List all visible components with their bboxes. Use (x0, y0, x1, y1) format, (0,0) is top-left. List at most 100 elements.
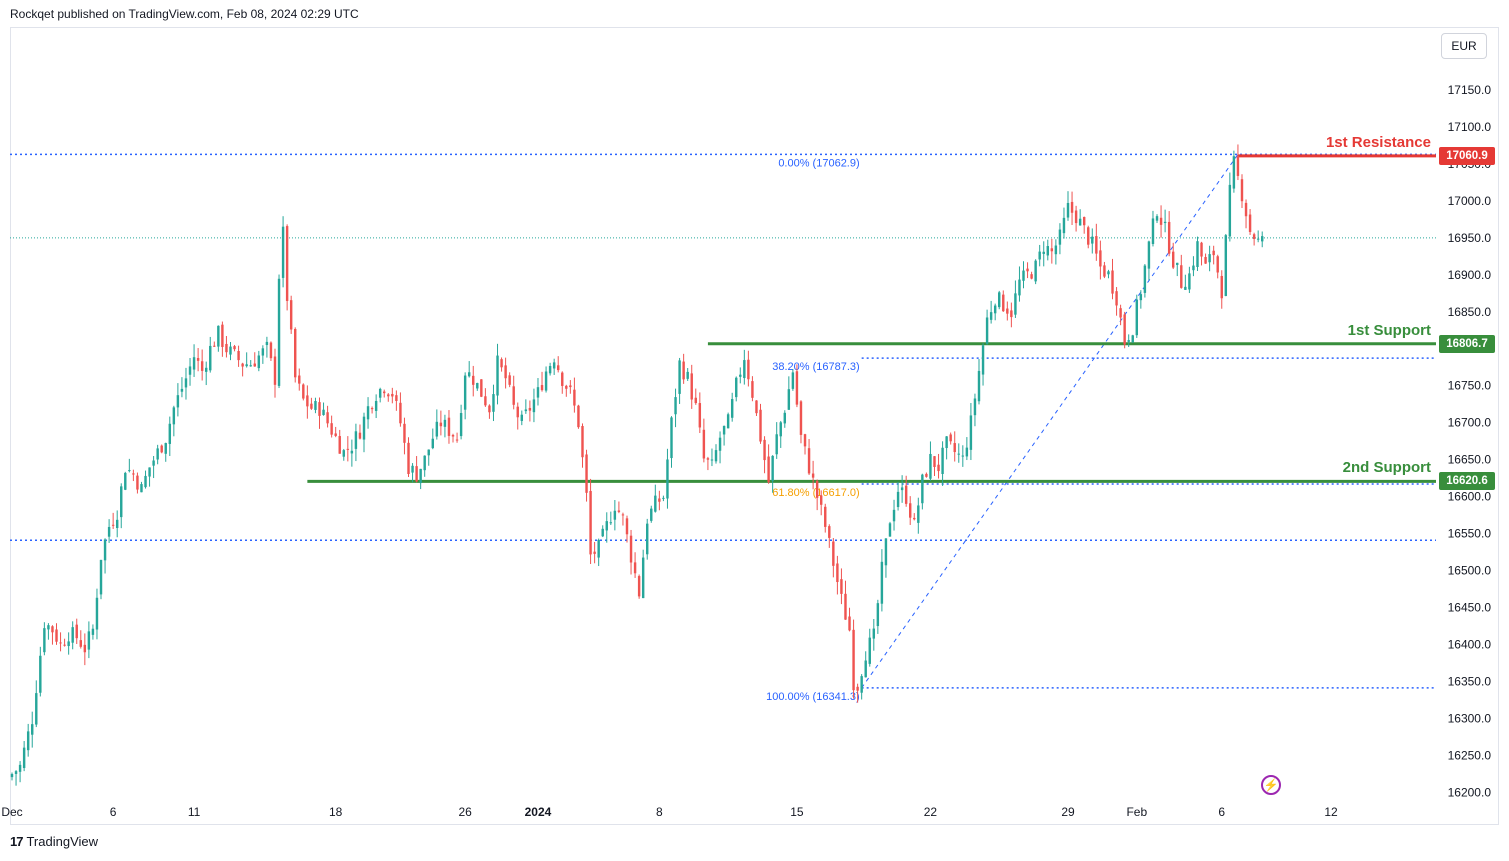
candle-body (763, 439, 766, 461)
candle-body (399, 402, 402, 424)
candle-body (184, 378, 188, 388)
candle-body (1232, 156, 1236, 189)
candle-body (1143, 265, 1147, 293)
candle-body (1155, 216, 1159, 221)
x-tick-label: 2024 (525, 805, 552, 819)
candle-body (670, 417, 673, 459)
candle-body (200, 361, 204, 371)
candle-body (856, 686, 859, 691)
y-tick-label: 17150.0 (1448, 83, 1492, 97)
support-1-price-tag: 16806.7 (1439, 334, 1495, 353)
candle-body (1066, 202, 1070, 218)
candle-body (59, 642, 62, 644)
candle-body (354, 431, 358, 449)
candle-body (273, 356, 277, 385)
candle-body (852, 629, 855, 691)
y-tick-label: 16350.0 (1448, 674, 1492, 688)
lightning-icon[interactable]: ⚡ (1261, 775, 1281, 795)
candle-body (229, 346, 232, 355)
candle-body (383, 391, 386, 394)
candle-body (819, 495, 823, 505)
candle-body (168, 423, 172, 444)
candle-body (1244, 202, 1248, 217)
currency-selector[interactable]: EUR (1441, 33, 1487, 59)
candle-body (799, 401, 803, 435)
candle-body (451, 434, 455, 437)
candle-body (512, 386, 515, 405)
candle-body (318, 402, 321, 416)
chart-frame[interactable] (10, 27, 1499, 825)
candle-body (443, 419, 447, 427)
candle-body (209, 345, 212, 371)
candle-body (439, 422, 443, 427)
support-1-label: 1st Support (1347, 321, 1431, 339)
candle-body (120, 486, 123, 518)
candle-body (565, 385, 568, 389)
candle-body (213, 345, 216, 347)
candle-body (1167, 221, 1171, 254)
candle-body (739, 374, 742, 377)
candle-body (455, 439, 459, 441)
candle-body (427, 449, 430, 456)
candle-body (929, 453, 932, 479)
candle-body (67, 641, 70, 647)
candle-body (811, 473, 815, 478)
candle-body (1204, 257, 1207, 264)
candle-body (933, 456, 936, 467)
candle-body (111, 524, 115, 526)
y-tick-label: 16200.0 (1448, 785, 1492, 799)
candle-body (55, 629, 58, 642)
y-tick-label: 16450.0 (1448, 601, 1492, 615)
candle-body (488, 405, 491, 413)
candle-body (249, 365, 252, 367)
candle-body (358, 432, 362, 439)
candle-body (99, 559, 103, 595)
candle-body (1074, 210, 1078, 224)
candle-body (387, 394, 390, 397)
candle-body (423, 455, 426, 471)
candle-body (791, 372, 795, 389)
candle-body (726, 414, 730, 429)
candle-body (1123, 314, 1126, 345)
x-tick-label: 15 (790, 805, 804, 819)
x-tick-label: Feb (1126, 805, 1147, 819)
candle-body (1139, 294, 1143, 301)
candle-body (1070, 201, 1074, 213)
candle-body (941, 447, 944, 474)
tradingview-logo-icon: 17 (10, 834, 24, 849)
candle-body (1176, 262, 1179, 265)
candle-body (556, 365, 560, 371)
candle-body (1188, 273, 1191, 290)
candle-body (516, 406, 519, 418)
candle-body (864, 660, 867, 678)
x-tick-label: 6 (1218, 805, 1225, 819)
candle-body (965, 447, 969, 457)
candle-body (148, 467, 151, 477)
candle-body (447, 417, 451, 436)
candle-body (35, 693, 38, 725)
candle-body (949, 434, 952, 442)
candle-body (646, 523, 649, 555)
candle-body (281, 226, 285, 278)
candle-body (1091, 236, 1094, 244)
candle-body (641, 557, 645, 599)
candle-body (824, 506, 827, 527)
candle-body (407, 442, 410, 475)
resistance-1-price-tag: 17060.9 (1439, 146, 1495, 165)
candle-body (217, 325, 220, 347)
footer-brand[interactable]: 17 TradingView (10, 834, 98, 849)
candle-body (872, 628, 876, 639)
candle-body (1087, 227, 1090, 245)
candle-body (985, 317, 989, 344)
candle-body (613, 510, 617, 520)
y-tick-label: 16550.0 (1448, 527, 1492, 541)
candle-body (18, 764, 22, 772)
candle-body (1111, 270, 1114, 294)
candle-body (1062, 217, 1066, 234)
candle-body (654, 495, 657, 512)
candle-body (544, 371, 548, 391)
candle-body (540, 385, 544, 391)
candle-body (896, 491, 900, 508)
x-tick-label: 11 (188, 805, 201, 819)
